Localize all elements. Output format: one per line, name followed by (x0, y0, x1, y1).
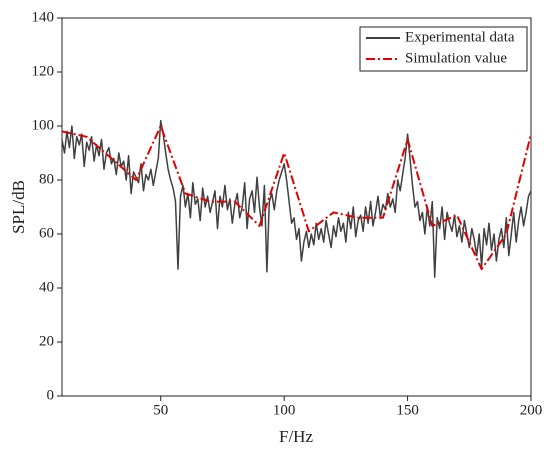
x-tick-label: 200 (520, 402, 543, 418)
y-tick-label: 140 (32, 9, 55, 25)
y-axis-label: SPL/dB (9, 180, 28, 234)
legend-box (359, 26, 528, 72)
y-tick-label: 120 (32, 63, 55, 79)
plot-frame (61, 17, 532, 397)
legend-label: Experimental data (405, 29, 515, 45)
x-axis-label: F/Hz (279, 427, 313, 446)
y-tick-label: 80 (39, 171, 54, 187)
data-line (61, 119, 532, 278)
y-tick-label: 40 (39, 279, 54, 295)
legend-label: Simulation value (405, 50, 507, 66)
y-tick-label: 100 (32, 117, 55, 133)
x-tick-label: 100 (273, 402, 296, 418)
data-line (61, 125, 532, 271)
y-tick-label: 60 (39, 225, 54, 241)
x-tick-label: 50 (153, 402, 168, 418)
y-tick-label: 0 (47, 387, 55, 403)
x-tick-label: 150 (396, 402, 419, 418)
y-tick-label: 20 (39, 333, 54, 349)
